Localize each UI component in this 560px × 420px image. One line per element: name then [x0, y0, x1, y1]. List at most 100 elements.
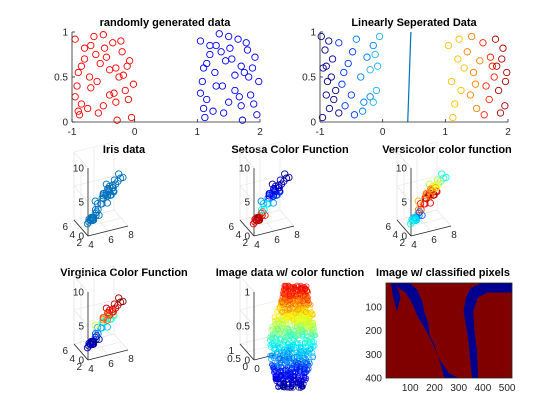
data-point: [406, 220, 415, 228]
data-point: [85, 73, 94, 81]
scatter3d-marks: [249, 170, 293, 228]
data-point: [117, 37, 125, 45]
image-point: [293, 292, 300, 298]
image-point: [268, 356, 274, 363]
panel-classified-pixels: Image w/ classified pixels 100 200 300 400 5…: [365, 267, 516, 394]
data-point: [110, 300, 119, 308]
data-point: [332, 86, 340, 95]
image-point: [279, 299, 286, 306]
axes: -1 0 1 200.51: [302, 28, 511, 139]
y-tick-label: 4: [69, 354, 75, 365]
image-point: [279, 309, 285, 316]
data-point: [97, 324, 105, 332]
data-point: [358, 107, 367, 115]
data-point: [102, 53, 111, 61]
data-point: [411, 216, 420, 225]
data-point: [460, 64, 468, 72]
y-tick-label: 0: [310, 118, 316, 129]
data-point: [352, 35, 360, 43]
data-point: [493, 62, 501, 70]
image-point: [274, 349, 281, 356]
y-tick-label: 6: [62, 346, 68, 357]
data-point: [463, 48, 471, 56]
data-point: [237, 62, 245, 70]
x-tick-label: -1: [316, 127, 325, 138]
data-point: [77, 100, 86, 108]
data-point: [75, 111, 84, 119]
image-point: [292, 284, 298, 291]
data-point: [325, 104, 334, 113]
data-point: [280, 177, 288, 185]
data-point: [74, 68, 82, 77]
data-point: [328, 55, 337, 63]
data-point: [260, 206, 268, 214]
y-tick-label: 0.5: [54, 73, 68, 84]
image-point: [295, 352, 301, 359]
axes: -1 0 1 200.51: [54, 28, 263, 139]
data-point: [430, 191, 438, 199]
data-point: [437, 177, 445, 185]
image-point: [271, 366, 277, 372]
grid-line: [239, 333, 281, 345]
data-point: [217, 48, 225, 56]
data-point: [93, 77, 101, 86]
image-point: [275, 373, 282, 380]
x-tick-label: 2: [505, 127, 511, 138]
data-point: [485, 95, 493, 104]
panel-image-data-color-function: Image data w/ color function 00.500.5100…: [216, 265, 365, 391]
data-point: [491, 35, 500, 43]
image-point: [290, 298, 297, 304]
image-point: [288, 383, 295, 389]
y-tick-label: 400: [365, 374, 382, 385]
image-point: [276, 356, 283, 362]
image-point: [301, 356, 307, 363]
data-point: [105, 91, 114, 99]
data-point: [251, 215, 259, 224]
data-point: [242, 39, 250, 47]
data-point: [235, 93, 243, 101]
data-point: [127, 113, 136, 122]
image-point: [298, 358, 305, 364]
data-point: [108, 307, 117, 316]
data-point: [74, 107, 82, 115]
data-point: [273, 191, 281, 199]
y-axis: [239, 219, 255, 237]
data-point: [408, 215, 416, 224]
data-point: [126, 57, 134, 65]
data-point: [454, 55, 462, 63]
x-tick-label: 8: [128, 354, 134, 365]
data-point: [90, 32, 98, 41]
image-point: [296, 347, 303, 353]
data-point: [231, 71, 239, 79]
image-point: [285, 282, 292, 289]
image-point: [310, 354, 316, 361]
y-tick-label: 2: [76, 238, 82, 249]
x-tick-label: 8: [294, 230, 300, 241]
data-point: [119, 71, 128, 79]
y-tick-label: 4: [235, 230, 241, 241]
data-point: [85, 215, 93, 224]
image-point: [280, 355, 286, 361]
data-point: [348, 48, 357, 56]
image-point: [280, 380, 287, 387]
data-point: [318, 113, 327, 122]
data-point: [366, 93, 374, 101]
z-tick-label: 0.5: [236, 322, 250, 333]
image-point: [297, 363, 303, 370]
data-point: [372, 86, 381, 95]
data-point: [340, 68, 348, 77]
data-point: [226, 44, 234, 52]
image-point: [278, 321, 284, 327]
data-point: [270, 185, 278, 193]
image-point: [308, 343, 314, 350]
image-point: [303, 375, 310, 381]
data-point: [432, 181, 440, 189]
image-point: [294, 340, 301, 347]
data-point: [77, 62, 86, 70]
z-tick-label: 0: [78, 232, 84, 243]
data-point: [220, 109, 228, 117]
data-point: [119, 297, 127, 306]
data-point: [265, 189, 273, 198]
image-point: [274, 343, 281, 349]
axes: 100 200 300 400 500 100 200 300 400: [365, 282, 516, 394]
